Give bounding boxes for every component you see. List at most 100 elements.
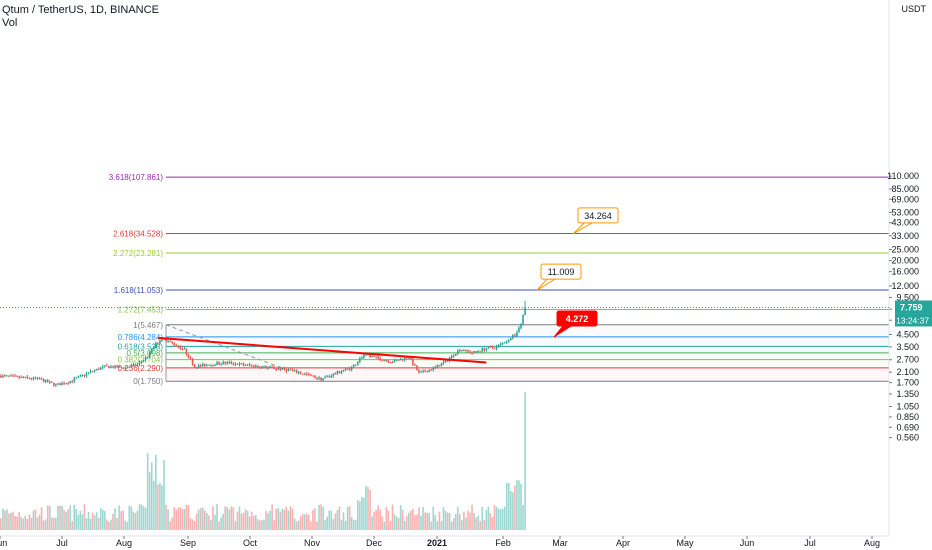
volume-bar [44,519,47,530]
time-tick-label: Oct [243,538,258,548]
candle-body [312,375,314,377]
candle-body [348,368,351,370]
volume-bar [481,506,484,530]
candle-body [161,338,163,341]
candle-body [116,365,118,368]
volume-bar [505,482,508,530]
candle-body [155,342,157,348]
price-callout[interactable]: 4.272 [553,310,598,338]
candle-body [322,378,324,381]
volume-bar [275,508,277,530]
candle-body [507,340,510,342]
candle-body [0,375,2,378]
volume-bar [352,519,355,530]
volume-bar [210,519,212,530]
candle-body [204,363,206,366]
volume-bar [28,514,31,530]
candle-body [63,383,65,385]
candle-body [342,370,345,372]
candle-body [283,367,286,370]
fib-zone-fill [166,346,889,353]
volume-bar [285,506,288,530]
volume-bar [116,517,118,530]
volume-bar [189,518,192,530]
candle-body [226,362,229,364]
time-axis[interactable]: Jun Jul Aug Sep Oct Nov Dec 2021 Feb Mar Apr May Jun… [0,535,889,548]
candle-body [40,378,43,380]
volume-bar [18,511,20,530]
volume-bar [218,521,220,530]
candle-body [255,365,257,368]
volume-bar [99,508,102,530]
volume-bar [491,517,494,530]
candle-body [138,362,141,365]
candle-body [175,345,178,347]
volume-bar [377,505,379,530]
fib-level-label: 0(1.750) [133,377,163,386]
candle-body [136,364,139,366]
candle-body [512,335,514,339]
trendline-drawings[interactable] [157,336,487,364]
price-tick-label: 0.850 [896,412,919,422]
candle-body [440,363,443,367]
volume-bar [510,491,512,530]
candle-body [306,373,308,375]
candle-body [38,377,41,379]
time-tick-label: Feb [495,538,511,548]
volume-bar [330,510,333,530]
volume-bar [140,504,143,530]
volume-bar [83,504,86,530]
price-tick-label: 25.000 [891,245,919,255]
volume-bar [14,515,16,530]
price-callouts[interactable]: 34.264 11.009 4.272 [536,207,619,338]
volume-bar [91,512,94,530]
time-tick-label: Jul [804,538,816,548]
candle-body [410,357,412,359]
callout-text: 4.272 [566,314,589,324]
volume-indicator-label[interactable]: Vol [2,17,18,29]
fib-level-label: 0.5(3.098) [127,349,164,358]
volume-bar [342,512,345,530]
price-callout[interactable]: 34.264 [572,207,619,235]
candle-body [281,367,284,370]
candle-body [505,341,508,343]
volume-bar [497,508,500,530]
candle-body [44,379,47,382]
candle-body [46,379,49,383]
candle-body [232,363,235,365]
volume-bar [250,511,253,530]
volume-bar [142,506,145,530]
volume-bar [132,511,135,530]
candle-body [240,363,243,365]
candle-body [271,366,273,368]
candle-body [469,351,471,353]
candle-body [477,351,479,353]
candle-body [153,347,155,350]
volume-bar [53,517,55,530]
candle-body [169,341,171,343]
candle-body [157,342,159,344]
candle-body [183,348,186,350]
volume-bar [316,521,318,530]
candle-body [316,378,318,380]
symbol-title[interactable]: Qtum / TetherUS, 1D, BINANCE [2,4,159,16]
candle-body [167,341,169,343]
candle-body [381,360,384,362]
candle-body [53,382,55,386]
volume-bar [71,521,73,530]
candle-body [218,362,220,365]
candle-body [340,371,343,374]
price-callout[interactable]: 11.009 [536,263,582,291]
candle-body [214,365,216,367]
candle-body [485,348,488,351]
fibonacci-extension[interactable]: 3.618(107.861) 2.618(34.528) 2.272(23.281)… [109,173,889,386]
volume-bar [155,454,157,530]
candle-body [193,364,196,368]
volume-bar [228,509,231,530]
candle-body [83,374,86,376]
volume-bar [95,512,98,530]
candle-body [503,342,506,344]
volume-bar [430,521,433,530]
